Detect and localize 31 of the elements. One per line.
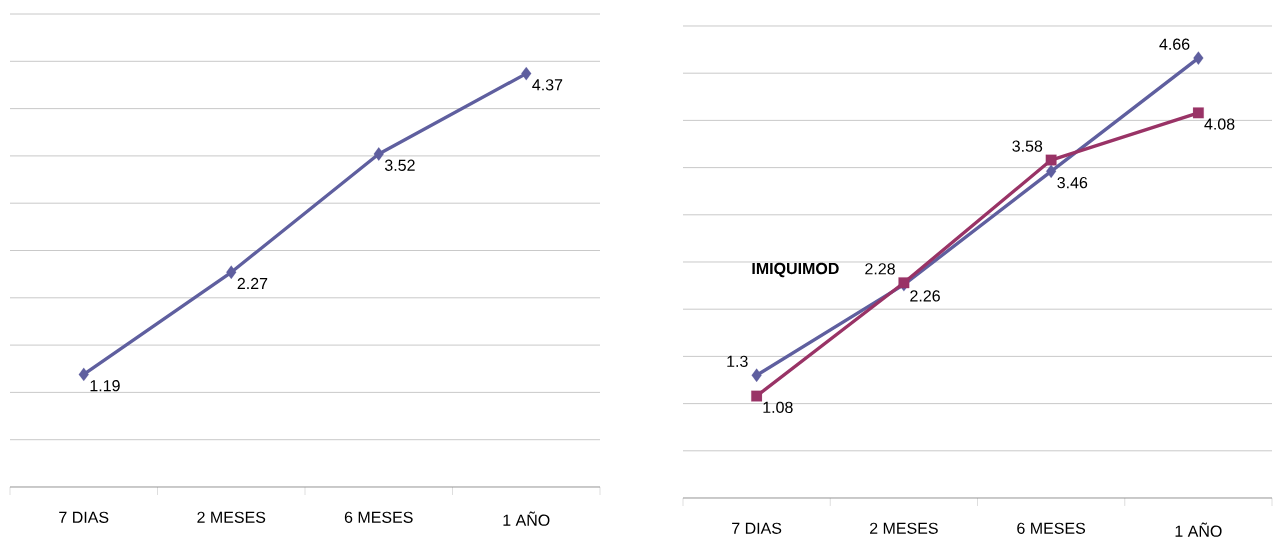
x-tick-label: 6 MESES xyxy=(1017,522,1086,534)
point xyxy=(226,265,237,280)
point xyxy=(521,66,532,81)
data-label: 1.3 xyxy=(727,355,748,367)
point xyxy=(751,368,762,383)
x-tick-label: 6 MESES xyxy=(344,511,413,523)
text: IMIQUIMOD xyxy=(752,262,839,278)
data-label: 2.26 xyxy=(910,290,940,302)
x-tick-label: 2 MESES xyxy=(197,511,266,523)
data-label: 4.37 xyxy=(532,79,563,91)
point xyxy=(1045,154,1057,166)
data-label: 4.08 xyxy=(1204,118,1235,130)
point xyxy=(373,147,384,161)
point xyxy=(1193,51,1204,65)
x-tick-label: 1 AÑO xyxy=(503,511,550,526)
data-label: 2.28 xyxy=(865,263,895,275)
point xyxy=(1046,164,1057,179)
data-label: 2.27 xyxy=(237,277,268,290)
data-label: 3.52 xyxy=(384,159,415,171)
x-tick-label: 1 AÑO xyxy=(1175,522,1222,537)
data-label: 3.58 xyxy=(1012,140,1043,152)
x-tick-label: 7 DIAS xyxy=(732,522,782,534)
point xyxy=(1192,107,1204,119)
point xyxy=(78,367,89,382)
point xyxy=(751,390,763,402)
data-label: 4.66 xyxy=(1159,38,1190,50)
x-tick-label: 7 DIAS xyxy=(59,511,109,523)
data-label: 1.19 xyxy=(90,380,120,392)
data-label: 3.46 xyxy=(1057,176,1088,189)
data-label: 1.08 xyxy=(763,401,793,413)
x-tick-label: 2 MESES xyxy=(870,522,938,534)
